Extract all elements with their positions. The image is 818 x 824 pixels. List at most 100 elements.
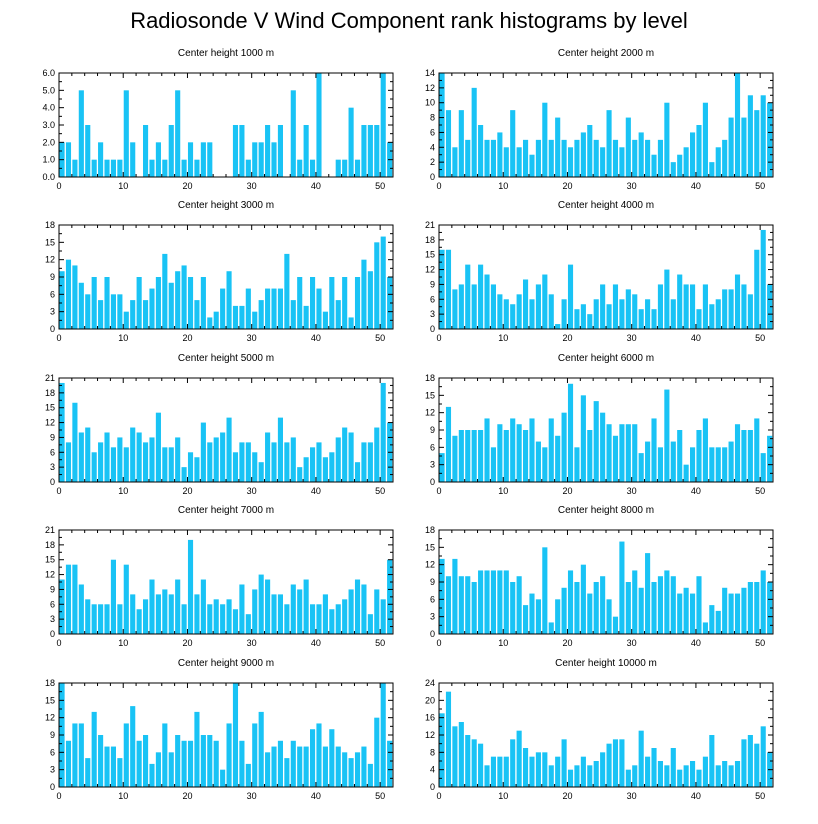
bar-3	[458, 576, 464, 634]
bar-44	[342, 159, 348, 177]
y-tick-label: 9	[50, 432, 55, 442]
bar-29	[245, 614, 251, 634]
x-tick-label: 50	[755, 791, 765, 801]
y-tick-label: 8	[430, 747, 435, 757]
bar-46	[354, 579, 361, 634]
bar-1	[445, 249, 452, 329]
bar-42	[329, 609, 335, 634]
bar-36	[290, 90, 296, 177]
bar-38	[303, 125, 309, 177]
bar-50	[760, 453, 766, 482]
y-tick-label: 9	[430, 425, 435, 435]
bar-25	[600, 752, 606, 787]
bar-48	[747, 95, 753, 177]
x-tick-label: 30	[247, 333, 257, 343]
bar-5	[471, 430, 477, 482]
bar-50	[380, 683, 386, 787]
bar-2	[72, 265, 78, 329]
bar-30	[632, 424, 638, 482]
bar-8	[490, 284, 496, 329]
x-tick-label: 40	[691, 333, 701, 343]
bar-15	[155, 277, 161, 329]
bar-21	[574, 582, 580, 634]
bar-23	[587, 430, 593, 482]
bar-34	[277, 288, 283, 329]
y-tick-label: 12	[425, 560, 435, 570]
bar-36	[290, 300, 296, 329]
bar-50	[380, 382, 386, 482]
bar-30	[632, 570, 638, 634]
y-tick-label: 12	[425, 730, 435, 740]
x-tick-label: 0	[436, 333, 441, 343]
bar-40	[696, 125, 702, 177]
x-tick-label: 40	[311, 791, 321, 801]
bar-27	[612, 139, 619, 177]
bar-1	[65, 564, 72, 634]
y-tick-label: 15	[45, 403, 55, 413]
bar-33	[271, 594, 277, 634]
x-tick-label: 30	[247, 486, 257, 496]
bar-33	[271, 142, 277, 177]
bar-39	[690, 284, 696, 329]
bar-40	[316, 73, 322, 177]
bar-45	[348, 317, 354, 329]
bar-15	[535, 441, 541, 482]
bar-50	[760, 95, 766, 177]
bar-41	[702, 756, 708, 787]
x-tick-label: 50	[375, 486, 385, 496]
y-tick-label: 9	[50, 730, 55, 740]
bar-20	[187, 142, 194, 177]
bar-29	[245, 288, 251, 329]
chart-panel-3: 0 10 20 30 40 50 0 3 6 9 12 15 18 Center height 3000 …	[45, 200, 394, 343]
bar-42	[329, 277, 335, 329]
bar-1	[65, 442, 72, 482]
bar-30	[252, 723, 258, 787]
bar-35	[664, 570, 670, 634]
panel-title: Center height 7000 m	[178, 505, 274, 516]
bar-29	[245, 763, 251, 787]
bar-50	[760, 570, 766, 634]
bar-30	[252, 142, 258, 177]
bar-49	[374, 242, 380, 329]
bar-46	[734, 274, 741, 329]
y-tick-label: 18	[425, 525, 435, 535]
y-tick-label: 0	[50, 477, 55, 487]
y-tick-label: 14	[425, 68, 435, 78]
bar-21	[574, 765, 580, 787]
bar-14	[149, 159, 155, 177]
y-tick-label: 4.0	[42, 103, 55, 113]
y-tick-label: 18	[45, 678, 55, 688]
x-tick-label: 40	[311, 638, 321, 648]
bar-29	[245, 159, 251, 177]
bar-18	[555, 599, 561, 634]
bar-3	[458, 284, 464, 329]
bar-19	[561, 299, 567, 329]
bar-33	[651, 309, 657, 329]
bar-46	[354, 752, 361, 787]
y-tick-label: 15	[45, 237, 55, 247]
bar-50	[380, 73, 386, 177]
bar-41	[322, 594, 328, 634]
bar-21	[194, 457, 200, 482]
x-tick-label: 40	[311, 486, 321, 496]
bar-12	[136, 277, 142, 329]
x-tick-label: 40	[311, 333, 321, 343]
bar-9	[117, 604, 123, 634]
bar-39	[310, 729, 316, 787]
bar-13	[523, 139, 529, 177]
bar-4	[465, 264, 471, 329]
bar-27	[232, 683, 239, 787]
bar-18	[175, 271, 181, 329]
bar-18	[175, 579, 181, 634]
bar-20	[187, 452, 194, 482]
bar-11	[130, 300, 136, 329]
bar-15	[155, 594, 161, 634]
y-tick-label: 3	[50, 462, 55, 472]
bar-20	[187, 277, 194, 329]
y-tick-label: 3	[430, 309, 435, 319]
x-tick-label: 0	[436, 638, 441, 648]
bar-5	[471, 87, 477, 177]
y-tick-label: 3	[430, 460, 435, 470]
bar-29	[625, 117, 631, 177]
bar-19	[181, 740, 187, 787]
